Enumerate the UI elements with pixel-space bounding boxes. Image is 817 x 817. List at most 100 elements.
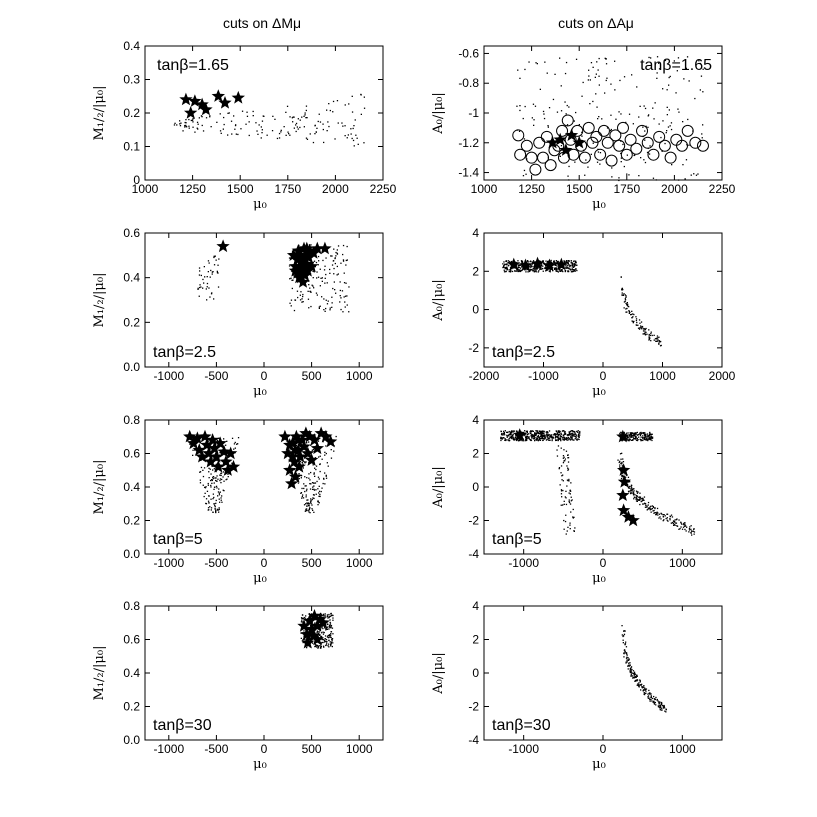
scatter-dot [330,633,332,635]
scatter-dots [502,259,662,347]
scatter-dot [304,476,306,478]
star-marker [301,446,315,460]
star-marker [519,258,533,272]
y-tick-label: 2 [472,633,479,647]
scatter-dot [318,306,320,308]
scatter-dot [640,325,642,327]
scatter-dot [570,271,573,273]
x-tick-label: 1000 [669,742,696,756]
scatter-dot [210,498,212,500]
scatter-dot [305,109,307,112]
scatter-dot [537,435,539,437]
scatter-dot [656,699,658,701]
scatter-dot [606,127,609,129]
scatter-dot [549,435,551,438]
scatter-dot [635,497,637,499]
scatter-dot [534,105,537,107]
scatter-dot [685,67,687,69]
scatter-dots [516,56,704,182]
scatter-dot [317,264,319,266]
star-marker [195,449,209,463]
scatter-dot [621,294,623,296]
scatter-dot [623,307,625,309]
scatter-dot [621,465,623,467]
scatter-dot [644,434,646,436]
scatter-dot [334,262,336,265]
scatter-dot [535,271,537,273]
scatter-dot [653,339,655,341]
scatter-dot [628,436,630,438]
scatter-dot [628,664,630,666]
scatter-dot [342,260,345,262]
scatter-dot [525,430,528,432]
circle-marker [613,139,626,152]
scatter-dot [563,432,566,434]
scatter-dot [208,287,210,289]
scatter-dot [519,267,522,269]
scatter-dot [357,143,359,145]
scatter-dot [544,435,546,437]
scatter-dot [318,631,321,633]
scatter-dot [513,438,515,440]
scatter-dot [501,433,503,435]
scatter-dot [332,287,334,290]
scatter-dot [324,641,326,643]
scatter-dot [318,495,320,497]
scatter-dot [525,432,527,434]
scatter-dot [629,436,632,438]
scatter-dot [336,274,338,276]
scatter-dot [222,489,224,491]
x-tick-label: 1000 [471,182,498,196]
scatter-dot [535,430,537,432]
scatter-dot [505,268,507,270]
scatter-dot [300,291,302,293]
scatter-dot [679,528,681,530]
scatter-dot [309,501,312,503]
scatter-dot [303,616,305,619]
scatter-dot [317,500,319,503]
scatter-dot [330,626,332,628]
scatter-dot [214,486,216,488]
scatter-dot [639,322,641,324]
scatter-dot [314,622,316,624]
scatter-dot [552,436,554,439]
scatter-dot [292,121,294,123]
scatter-dot [323,141,325,144]
scatter-dot [333,267,335,270]
scatter-dot [325,307,327,310]
scatter-dot [209,276,211,278]
scatter-dot [199,482,202,484]
scatter-dot [590,62,593,64]
star-marker [209,449,224,463]
scatter-dot [560,435,563,437]
scatter-dot [185,125,187,128]
scatter-dot [312,277,314,279]
scatter-dot [524,439,527,441]
x-tick-label: -2000 [469,369,500,383]
scatter-dot [623,656,625,658]
scatter-dot [648,329,650,331]
scatter-dot [569,503,572,505]
scatter-dot [550,261,552,263]
scatter-dot [642,435,644,437]
scatter-dot [310,483,312,485]
scatter-dot [509,436,511,438]
scatter-dot [318,485,320,487]
x-tick-label: 1000 [649,369,676,383]
scatter-dot [569,528,571,530]
scatter-dot [573,266,575,268]
scatter-dot [308,508,310,511]
scatter-dot [650,340,652,342]
scatter-dot [220,472,222,475]
scatter-dot [621,634,623,636]
scatter-dot [538,437,541,439]
scatter-dot [680,526,682,528]
scatter-dot [632,488,634,490]
scatter-dot [331,296,333,298]
scatter-dot [547,432,549,434]
scatter-dot [540,434,542,436]
scatter-dot [674,519,676,521]
scatter-dot [695,174,698,176]
scatter-dot [505,260,508,263]
scatter-dot [573,439,575,441]
